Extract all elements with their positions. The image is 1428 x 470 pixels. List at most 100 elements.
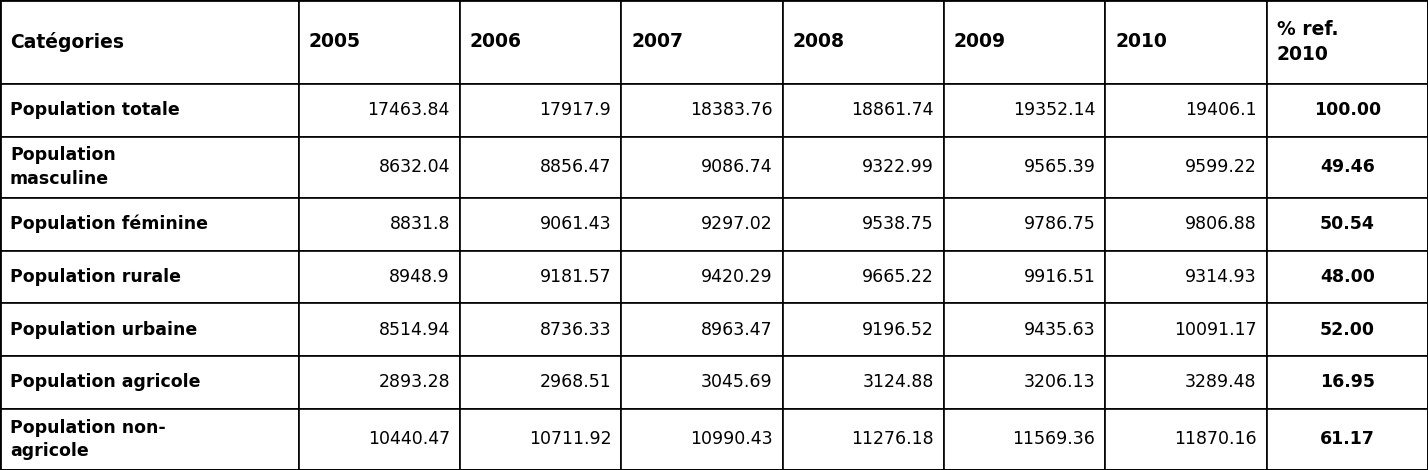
Bar bbox=[944, 303, 1105, 356]
Text: 9806.88: 9806.88 bbox=[1185, 215, 1257, 233]
Text: 9196.52: 9196.52 bbox=[863, 321, 934, 339]
Text: 9086.74: 9086.74 bbox=[701, 158, 773, 176]
Bar bbox=[298, 409, 460, 470]
Text: 9916.51: 9916.51 bbox=[1024, 268, 1095, 286]
Text: 9665.22: 9665.22 bbox=[863, 268, 934, 286]
Bar bbox=[1105, 409, 1267, 470]
Bar bbox=[783, 137, 944, 198]
Text: 9599.22: 9599.22 bbox=[1185, 158, 1257, 176]
Bar bbox=[1105, 303, 1267, 356]
Text: 9420.29: 9420.29 bbox=[701, 268, 773, 286]
Text: 18861.74: 18861.74 bbox=[851, 101, 934, 119]
Text: 9538.75: 9538.75 bbox=[863, 215, 934, 233]
Text: 8514.94: 8514.94 bbox=[378, 321, 450, 339]
Bar bbox=[944, 356, 1105, 409]
Bar bbox=[0, 409, 298, 470]
Bar bbox=[621, 251, 783, 303]
Text: 3124.88: 3124.88 bbox=[863, 373, 934, 392]
Bar bbox=[298, 251, 460, 303]
Bar bbox=[1105, 0, 1267, 84]
Bar bbox=[460, 303, 621, 356]
Text: 48.00: 48.00 bbox=[1319, 268, 1375, 286]
Text: 100.00: 100.00 bbox=[1314, 101, 1381, 119]
Text: 10711.92: 10711.92 bbox=[528, 431, 611, 448]
Bar bbox=[621, 356, 783, 409]
Text: Population urbaine: Population urbaine bbox=[10, 321, 197, 339]
Text: 2007: 2007 bbox=[631, 32, 683, 51]
Text: 3206.13: 3206.13 bbox=[1024, 373, 1095, 392]
Text: 10440.47: 10440.47 bbox=[368, 431, 450, 448]
Bar bbox=[460, 409, 621, 470]
Text: 2006: 2006 bbox=[470, 32, 521, 51]
Text: 9181.57: 9181.57 bbox=[540, 268, 611, 286]
Text: 2968.51: 2968.51 bbox=[540, 373, 611, 392]
Text: Population
masculine: Population masculine bbox=[10, 146, 116, 188]
Text: 19352.14: 19352.14 bbox=[1012, 101, 1095, 119]
Bar bbox=[783, 303, 944, 356]
Bar bbox=[460, 137, 621, 198]
Bar bbox=[298, 303, 460, 356]
Text: 2008: 2008 bbox=[793, 32, 844, 51]
Bar bbox=[298, 137, 460, 198]
Bar bbox=[1267, 0, 1428, 84]
Text: 3045.69: 3045.69 bbox=[701, 373, 773, 392]
Text: Population rurale: Population rurale bbox=[10, 268, 181, 286]
Text: 8856.47: 8856.47 bbox=[540, 158, 611, 176]
Text: 17463.84: 17463.84 bbox=[367, 101, 450, 119]
Text: 18383.76: 18383.76 bbox=[690, 101, 773, 119]
Text: 9314.93: 9314.93 bbox=[1185, 268, 1257, 286]
Bar bbox=[1105, 84, 1267, 137]
Text: 50.54: 50.54 bbox=[1319, 215, 1375, 233]
Bar bbox=[783, 409, 944, 470]
Text: 11569.36: 11569.36 bbox=[1012, 431, 1095, 448]
Text: 2010: 2010 bbox=[1115, 32, 1167, 51]
Bar bbox=[944, 409, 1105, 470]
Text: 9565.39: 9565.39 bbox=[1024, 158, 1095, 176]
Text: 9061.43: 9061.43 bbox=[540, 215, 611, 233]
Bar bbox=[1267, 137, 1428, 198]
Text: 9786.75: 9786.75 bbox=[1024, 215, 1095, 233]
Bar bbox=[621, 198, 783, 251]
Bar bbox=[460, 356, 621, 409]
Bar bbox=[460, 251, 621, 303]
Text: Catégories: Catégories bbox=[10, 32, 124, 52]
Bar bbox=[0, 303, 298, 356]
Bar bbox=[298, 0, 460, 84]
Text: 9322.99: 9322.99 bbox=[863, 158, 934, 176]
Bar bbox=[944, 137, 1105, 198]
Bar bbox=[0, 84, 298, 137]
Text: 19406.1: 19406.1 bbox=[1185, 101, 1257, 119]
Bar bbox=[1267, 84, 1428, 137]
Bar bbox=[460, 0, 621, 84]
Text: 8736.33: 8736.33 bbox=[540, 321, 611, 339]
Text: 3289.48: 3289.48 bbox=[1185, 373, 1257, 392]
Text: Population totale: Population totale bbox=[10, 101, 180, 119]
Text: Population agricole: Population agricole bbox=[10, 373, 200, 392]
Text: 2893.28: 2893.28 bbox=[378, 373, 450, 392]
Text: 17917.9: 17917.9 bbox=[540, 101, 611, 119]
Bar bbox=[1267, 198, 1428, 251]
Text: 8963.47: 8963.47 bbox=[701, 321, 773, 339]
Text: 2009: 2009 bbox=[954, 32, 1007, 51]
Text: 10091.17: 10091.17 bbox=[1174, 321, 1257, 339]
Text: 9435.63: 9435.63 bbox=[1024, 321, 1095, 339]
Bar bbox=[0, 137, 298, 198]
Text: 9297.02: 9297.02 bbox=[701, 215, 773, 233]
Text: 16.95: 16.95 bbox=[1319, 373, 1375, 392]
Bar bbox=[1267, 356, 1428, 409]
Bar bbox=[944, 84, 1105, 137]
Bar bbox=[1105, 251, 1267, 303]
Bar bbox=[621, 137, 783, 198]
Bar bbox=[944, 251, 1105, 303]
Bar bbox=[1105, 356, 1267, 409]
Bar bbox=[0, 198, 298, 251]
Bar bbox=[298, 84, 460, 137]
Text: 52.00: 52.00 bbox=[1319, 321, 1375, 339]
Text: 10990.43: 10990.43 bbox=[690, 431, 773, 448]
Text: % ref.
2010: % ref. 2010 bbox=[1277, 20, 1338, 64]
Text: 8948.9: 8948.9 bbox=[390, 268, 450, 286]
Bar bbox=[944, 198, 1105, 251]
Bar bbox=[783, 356, 944, 409]
Bar bbox=[0, 0, 298, 84]
Bar bbox=[1267, 303, 1428, 356]
